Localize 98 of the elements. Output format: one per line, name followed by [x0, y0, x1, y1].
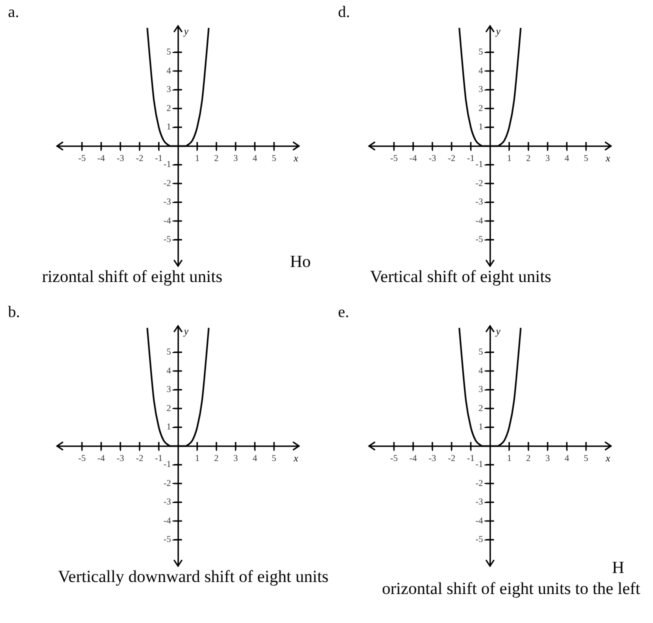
y-tick-label: 1 — [478, 122, 483, 132]
y-tick-label: 3 — [166, 84, 172, 94]
x-tick-label: -5 — [390, 452, 398, 463]
y-tick-label: 3 — [478, 84, 484, 94]
chart-title: b. — [8, 304, 20, 322]
y-axis-title: y — [183, 326, 189, 338]
x-tick-label: -4 — [97, 152, 106, 163]
y-tick-label: -2 — [164, 478, 171, 488]
x-axis-title: x — [604, 154, 611, 165]
y-tick-label: -3 — [476, 196, 484, 207]
y-tick-label: -1 — [164, 459, 171, 470]
y-tick-label: 1 — [166, 422, 171, 432]
x-tick-label: -4 — [409, 152, 418, 163]
y-tick-label: -1 — [164, 159, 171, 170]
y-tick-label: 5 — [478, 346, 484, 357]
x-tick-label: -2 — [136, 452, 144, 463]
annotation: Ho — [290, 252, 311, 272]
y-tick-label: 3 — [166, 384, 172, 394]
y-tick-label: -2 — [476, 178, 483, 188]
x-tick-label: 5 — [584, 152, 589, 163]
y-tick-label: -5 — [164, 534, 172, 544]
y-tick-label: 5 — [166, 46, 172, 57]
y-tick-label: 2 — [166, 402, 171, 413]
y-tick-label: 3 — [478, 384, 484, 394]
y-tick-label: -5 — [476, 534, 484, 544]
x-tick-label: 3 — [233, 152, 238, 163]
y-tick-label: 1 — [478, 422, 483, 432]
y-tick-label: -3 — [164, 196, 172, 207]
y-tick-label: -5 — [164, 234, 172, 244]
text: H — [612, 558, 624, 578]
y-tick-label: -3 — [164, 496, 172, 507]
y-tick-label: 4 — [166, 365, 172, 376]
x-tick-label: 2 — [526, 452, 531, 463]
x-tick-label: 2 — [526, 152, 531, 163]
y-axis-title: y — [495, 26, 501, 38]
x-tick-label: 3 — [545, 152, 550, 163]
y-tick-label: -4 — [164, 215, 172, 226]
y-tick-label: -5 — [476, 234, 484, 244]
y-tick-label: 2 — [478, 102, 483, 113]
x-tick-label: 2 — [214, 452, 219, 463]
x-tick-label: 4 — [252, 152, 258, 163]
x-tick-label: -5 — [78, 152, 86, 163]
x-tick-label: -2 — [448, 452, 456, 463]
x-axis-title: x — [292, 454, 299, 465]
x-tick-label: -3 — [428, 152, 437, 163]
y-tick-label: -1 — [476, 159, 483, 170]
x-tick-label: 3 — [233, 452, 238, 463]
x-tick-label: 1 — [506, 152, 512, 163]
x-tick-label: 5 — [272, 452, 277, 463]
x-tick-label: -5 — [390, 152, 398, 163]
x-tick-label: 3 — [545, 452, 550, 463]
y-tick-label: 2 — [166, 102, 171, 113]
y-axis-title: y — [495, 326, 501, 338]
x-tick-label: 1 — [194, 152, 200, 163]
y-tick-label: 5 — [166, 346, 172, 357]
x-tick-label: -3 — [116, 452, 125, 463]
y-tick-label: -2 — [476, 478, 483, 488]
y-tick-label: -2 — [164, 178, 171, 188]
x-axis-title: x — [292, 154, 299, 165]
y-tick-label: 5 — [478, 46, 484, 57]
x-tick-label: -3 — [428, 452, 437, 463]
x-axis-title: x — [604, 454, 611, 465]
x-tick-label: -3 — [116, 152, 125, 163]
y-tick-label: 1 — [166, 122, 171, 132]
x-tick-label: 4 — [252, 452, 258, 463]
y-axis-title: y — [183, 26, 189, 38]
y-tick-label: -4 — [476, 215, 484, 226]
x-tick-label: -1 — [155, 452, 163, 463]
y-tick-label: -4 — [476, 515, 484, 526]
x-tick-label: -1 — [155, 152, 163, 163]
y-tick-label: 4 — [478, 365, 484, 376]
x-tick-label: -4 — [409, 452, 418, 463]
x-tick-label: 5 — [584, 452, 589, 463]
x-tick-label: 4 — [564, 452, 570, 463]
x-tick-label: -5 — [78, 452, 86, 463]
x-tick-label: 4 — [564, 152, 570, 163]
x-tick-label: 1 — [194, 452, 200, 463]
y-tick-label: -1 — [476, 459, 483, 470]
text: rizontal shift of eight units — [42, 267, 222, 287]
x-tick-label: 2 — [214, 152, 219, 163]
chart-title: d. — [338, 4, 350, 22]
y-tick-label: -3 — [476, 496, 484, 507]
y-tick-label: 4 — [478, 65, 484, 76]
x-tick-label: -1 — [467, 452, 475, 463]
text: Vertical shift of eight units — [370, 267, 552, 287]
y-tick-label: -4 — [164, 515, 172, 526]
x-tick-label: -1 — [467, 152, 475, 163]
chart-title: e. — [338, 304, 350, 322]
text: orizontal shift of eight units to the left — [382, 579, 640, 599]
y-tick-label: 2 — [478, 402, 483, 413]
x-tick-label: 5 — [272, 152, 277, 163]
y-tick-label: 4 — [166, 65, 172, 76]
text: Vertically downward shift of eight units — [58, 567, 329, 587]
x-tick-label: -2 — [136, 152, 144, 163]
x-tick-label: -4 — [97, 452, 106, 463]
chart-title: a. — [8, 4, 20, 22]
x-tick-label: 1 — [506, 452, 512, 463]
x-tick-label: -2 — [448, 152, 456, 163]
